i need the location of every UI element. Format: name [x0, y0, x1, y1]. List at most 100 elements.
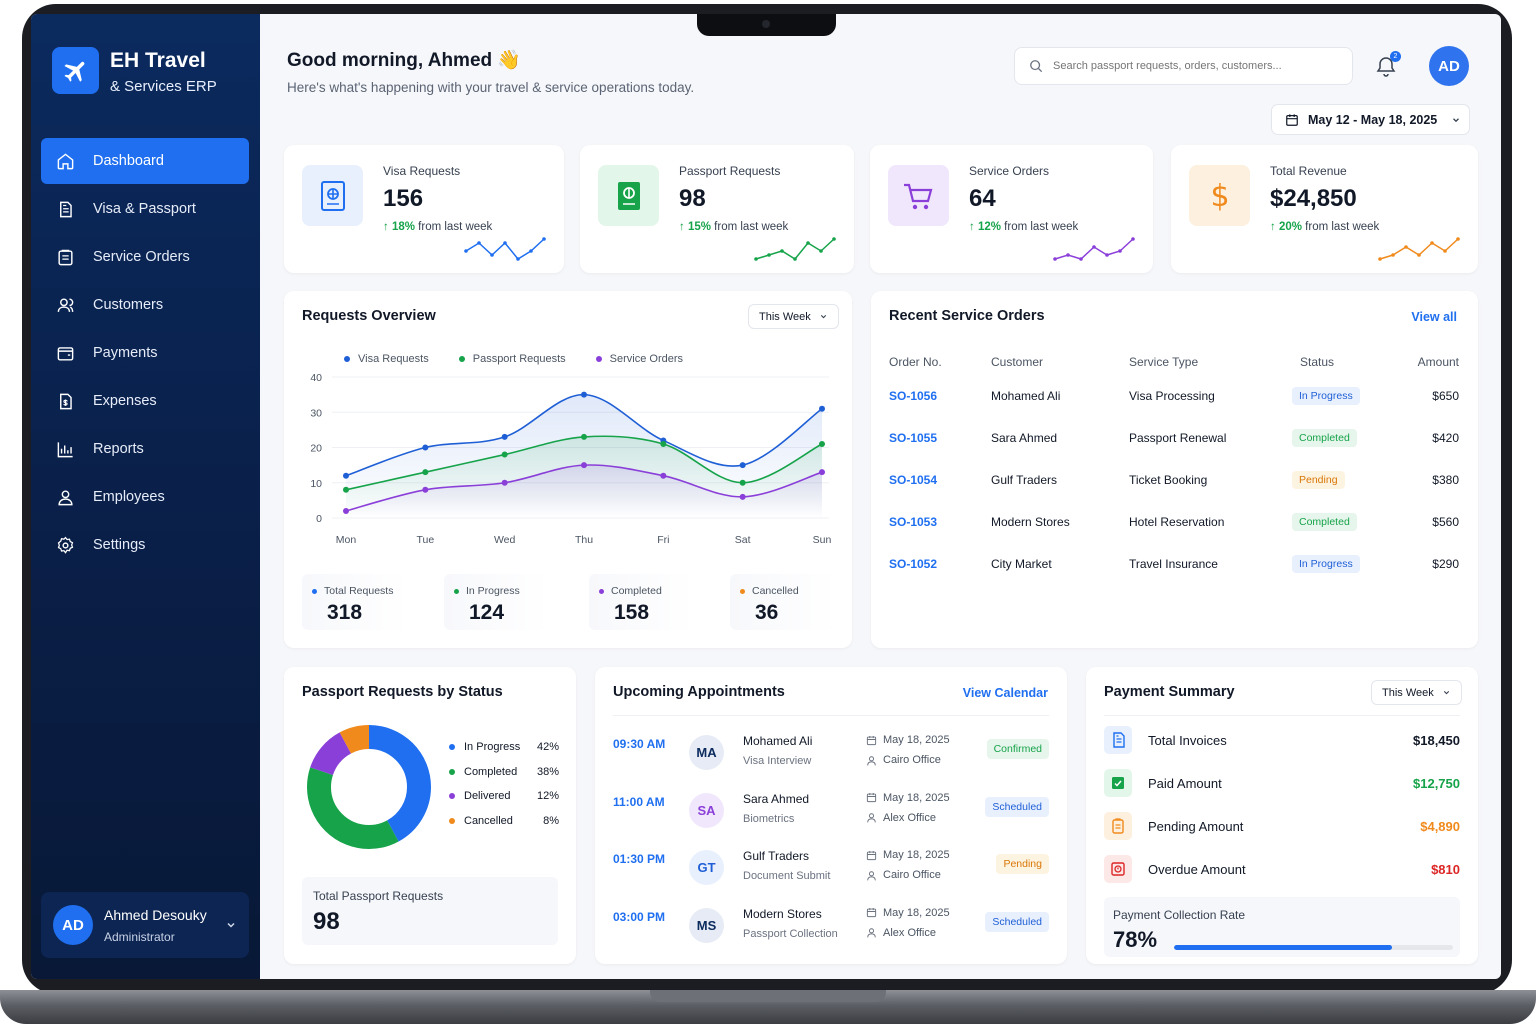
column-header: Order No. [889, 355, 942, 369]
summary-value: 318 [327, 601, 363, 624]
status-percent: 12% [536, 790, 559, 803]
stat-label: Visa Requests [383, 164, 461, 178]
view-all-link[interactable]: View all [1411, 310, 1457, 324]
appointment-item[interactable]: 09:30 AM MA Mohamed Ali Visa Interview May 1… [613, 723, 1049, 781]
data-point[interactable] [501, 479, 508, 486]
appointment-time: 11:00 AM [613, 794, 665, 809]
table-row[interactable]: SO-1052 City Market Travel Insurance In Pro… [889, 543, 1459, 585]
status-legend-row: Cancelled 8% [449, 809, 559, 834]
summary-label-row: Completed [599, 585, 662, 597]
appointments-card: Upcoming Appointments View Calendar 09:3… [595, 667, 1067, 964]
order-id[interactable]: SO-1053 [889, 515, 938, 529]
sidebar-item-employees[interactable]: Employees [41, 474, 249, 520]
appointment-item[interactable]: 01:30 PM GT Gulf Traders Document Submit May… [613, 838, 1049, 896]
appointment-item[interactable]: 03:00 PM MS Modern Stores Passport Collecti… [613, 896, 1049, 954]
data-point[interactable] [739, 479, 746, 486]
sidebar-item-dashboard[interactable]: Dashboard [41, 138, 249, 184]
order-id[interactable]: SO-1054 [889, 473, 938, 487]
table-row[interactable]: SO-1054 Gulf Traders Ticket Booking Pending… [889, 459, 1459, 501]
data-point[interactable] [739, 462, 746, 469]
person-icon [867, 928, 876, 938]
order-status-cell: Completed [1292, 501, 1402, 543]
passport-status-donut [307, 725, 431, 849]
payment-period-dropdown[interactable]: This Week [1371, 680, 1462, 705]
appointment-avatar: GT [689, 850, 724, 885]
data-point[interactable] [660, 472, 667, 479]
data-point[interactable] [819, 440, 825, 447]
data-point[interactable] [501, 433, 508, 440]
sparkline-point [1105, 253, 1109, 257]
data-point[interactable] [581, 391, 587, 398]
sidebar-item-payments[interactable]: Payments [41, 330, 249, 376]
camera-notch [697, 14, 836, 36]
search-input[interactable] [1053, 60, 1333, 72]
status-badge: In Progress [1292, 387, 1360, 405]
order-id[interactable]: SO-1055 [889, 431, 938, 445]
user-role: Administrator [104, 930, 175, 944]
data-point[interactable] [343, 486, 349, 493]
order-id[interactable]: SO-1052 [889, 557, 938, 571]
sidebar-item-service-orders[interactable]: Service Orders [41, 234, 249, 280]
payment-value: $12,750 [1413, 775, 1460, 791]
sidebar-item-expenses[interactable]: Expenses [41, 378, 249, 424]
search-box[interactable] [1014, 47, 1353, 85]
profile-avatar[interactable]: AD [1429, 46, 1469, 86]
data-point[interactable] [660, 440, 667, 447]
stat-change-suffix: from last week [710, 221, 789, 233]
brand-tagline: & Services ERP [110, 78, 217, 95]
sidebar-item-label: Visa & Passport [93, 201, 196, 217]
sparkline-point [1066, 253, 1070, 257]
data-point[interactable] [343, 472, 349, 479]
appointment-location: Cairo Office [866, 754, 941, 766]
order-customer: Gulf Traders [991, 473, 1058, 487]
data-point[interactable] [343, 507, 349, 514]
calendar-icon [1286, 113, 1298, 126]
sidebar-item-label: Settings [93, 537, 146, 553]
table-row[interactable]: SO-1055 Sara Ahmed Passport Renewal Complet… [889, 417, 1459, 459]
period-dropdown[interactable]: This Week [748, 304, 839, 329]
sidebar-item-visa-passport[interactable]: Visa & Passport [41, 186, 249, 232]
donut-slice[interactable] [307, 725, 431, 849]
summary-label: In Progress [466, 585, 520, 597]
collection-rate-label: Payment Collection Rate [1113, 908, 1246, 922]
notification-bell-icon[interactable]: 2 [1376, 51, 1401, 78]
stat-card: Passport Requests 98 ↑ 15% from last week [580, 145, 854, 273]
appointment-status-badge: Scheduled [985, 911, 1049, 932]
order-service: Hotel Reservation [1129, 515, 1225, 529]
order-amount: $290 [1432, 557, 1459, 571]
people-icon [58, 489, 73, 505]
view-calendar-link[interactable]: View Calendar [962, 686, 1048, 700]
order-service: Travel Insurance [1129, 557, 1218, 571]
stat-change-value: 20% [1278, 221, 1302, 233]
status-name: Delivered [464, 790, 511, 803]
data-point[interactable] [422, 469, 429, 476]
order-id[interactable]: SO-1056 [889, 389, 938, 403]
sidebar-item-reports[interactable]: Reports [41, 426, 249, 472]
data-point[interactable] [581, 433, 587, 440]
calendar-icon [866, 908, 877, 918]
data-point[interactable] [819, 405, 825, 412]
table-row[interactable]: SO-1053 Modern Stores Hotel Reservation Com… [889, 501, 1459, 543]
legend-label: Visa Requests [358, 353, 429, 365]
passport-status-title: Passport Requests by Status [302, 684, 503, 700]
invoice-icon [1104, 726, 1132, 754]
data-point[interactable] [422, 486, 429, 493]
date-range-picker[interactable]: May 12 - May 18, 2025 [1271, 104, 1470, 135]
order-amount: $420 [1432, 431, 1459, 445]
appointment-location: Cairo Office [866, 869, 941, 881]
appointment-item[interactable]: 11:00 AM SA Sara Ahmed Biometrics May 18, 20… [613, 781, 1049, 839]
sparkline-point [1118, 249, 1122, 253]
data-point[interactable] [501, 451, 508, 458]
sidebar-item-customers[interactable]: Customers [41, 282, 249, 328]
table-row[interactable]: SO-1056 Mohamed Ali Visa Processing In Prog… [889, 375, 1459, 417]
donut-slice[interactable] [307, 725, 431, 849]
sparkline-point [1378, 257, 1382, 261]
payment-row: Overdue Amount $810 [1104, 854, 1460, 884]
data-point[interactable] [739, 493, 746, 500]
data-point[interactable] [422, 444, 429, 451]
data-point[interactable] [581, 462, 587, 469]
summary-value: 124 [469, 601, 505, 624]
user-menu[interactable]: AD Ahmed Desouky Administrator [41, 892, 249, 958]
sidebar-item-settings[interactable]: Settings [41, 522, 249, 568]
data-point[interactable] [819, 469, 825, 476]
